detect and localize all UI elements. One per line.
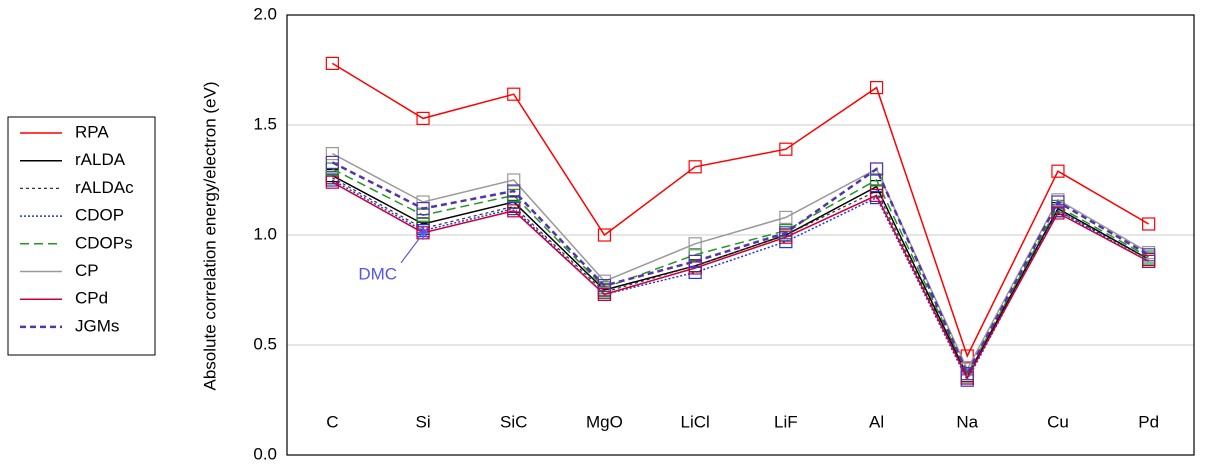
point-marker bbox=[597, 287, 612, 301]
point-marker bbox=[688, 237, 702, 251]
x-tick-label: Pd bbox=[1138, 412, 1159, 431]
point-marker bbox=[1142, 217, 1156, 231]
annotation-pointer bbox=[400, 238, 420, 264]
y-tick-label: 1.5 bbox=[253, 114, 277, 133]
series-line bbox=[331, 179, 1150, 382]
point-marker bbox=[960, 367, 974, 381]
x-tick-label: MgO bbox=[586, 412, 623, 431]
plot-frame bbox=[286, 14, 1195, 456]
legend-label: CDOPs bbox=[75, 233, 133, 252]
legend-label: rALDAc bbox=[75, 178, 134, 197]
y-axis-label: Absolute correlation energy/electron (eV… bbox=[200, 82, 219, 391]
legend-label: CDOP bbox=[75, 206, 124, 225]
point-marker bbox=[507, 204, 521, 218]
legend-label: CP bbox=[75, 261, 99, 280]
y-tick-label: 0.0 bbox=[253, 444, 277, 463]
x-tick-label: LiCl bbox=[681, 412, 710, 431]
point-marker bbox=[869, 162, 884, 176]
point-marker bbox=[507, 184, 521, 198]
point-marker bbox=[869, 173, 884, 187]
series-line bbox=[332, 177, 1149, 380]
x-tick-label: Al bbox=[869, 412, 884, 431]
x-tick-label: Si bbox=[415, 412, 430, 431]
x-tick-label: Na bbox=[956, 412, 978, 431]
legend-box bbox=[7, 116, 156, 356]
point-marker bbox=[688, 261, 702, 275]
point-marker bbox=[779, 210, 793, 224]
series-line bbox=[331, 161, 1150, 377]
legend-label: RPA bbox=[75, 122, 109, 141]
annotation-label: DMC bbox=[358, 264, 397, 283]
point-marker bbox=[325, 56, 339, 71]
reference-marker bbox=[416, 225, 431, 240]
point-marker bbox=[1051, 195, 1065, 209]
x-tick-label: Cu bbox=[1047, 412, 1069, 431]
point-marker bbox=[1142, 248, 1156, 262]
point-marker bbox=[325, 147, 339, 161]
series-line bbox=[331, 174, 1150, 378]
point-marker bbox=[416, 202, 430, 216]
point-marker bbox=[779, 226, 793, 240]
legend-label: rALDA bbox=[75, 150, 126, 169]
y-tick-label: 2.0 bbox=[253, 4, 277, 23]
point-marker bbox=[325, 155, 339, 169]
series-line bbox=[331, 152, 1150, 371]
series-line bbox=[331, 62, 1150, 358]
point-marker bbox=[688, 160, 702, 174]
y-tick-label: 0.5 bbox=[253, 334, 277, 353]
x-tick-label: SiC bbox=[500, 412, 527, 431]
x-tick-label: LiF bbox=[774, 412, 798, 431]
point-marker bbox=[779, 142, 793, 156]
series-line bbox=[331, 181, 1150, 380]
point-marker bbox=[869, 80, 884, 95]
point-marker bbox=[325, 175, 339, 189]
point-marker bbox=[688, 254, 702, 268]
point-marker bbox=[507, 173, 521, 187]
point-marker bbox=[416, 111, 430, 126]
point-marker bbox=[507, 87, 521, 101]
x-tick-label: C bbox=[326, 412, 338, 431]
point-marker bbox=[869, 188, 884, 202]
y-tick-label: 1.0 bbox=[253, 224, 277, 243]
point-marker bbox=[597, 279, 612, 293]
legend-label: JGMs bbox=[75, 316, 119, 335]
point-marker bbox=[597, 228, 612, 242]
legend-label: CPd bbox=[75, 289, 108, 308]
point-marker bbox=[1051, 164, 1065, 178]
